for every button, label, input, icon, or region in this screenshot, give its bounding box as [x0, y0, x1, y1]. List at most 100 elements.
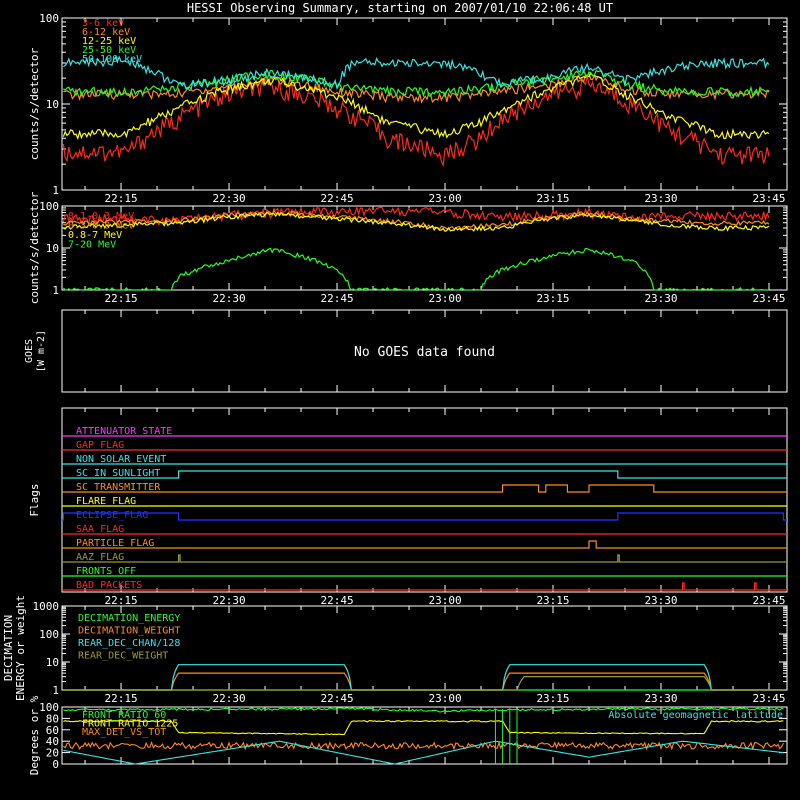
y-tick-label: 10 [46, 656, 59, 669]
x-tick-label: 23:30 [644, 594, 677, 607]
series-line [63, 211, 770, 233]
legend-entry: 50-100 keV [82, 54, 142, 65]
flag-label: SAA_FLAG [76, 524, 124, 535]
series-line [63, 706, 784, 713]
legend-entry: 3-6 keV [82, 18, 124, 29]
legend-entry: DECIMATION_ENERGY [78, 613, 180, 624]
series-line [62, 71, 770, 141]
y-tick-label: 60 [46, 724, 59, 737]
y-axis-label: Flags [28, 483, 41, 516]
geomagnetic-latitude-label: Absolute geomagnetic latitude [608, 710, 783, 721]
y-axis-label: ENERGY or weight [14, 595, 27, 701]
flag-line [62, 512, 787, 521]
x-tick-label: 22:15 [104, 292, 137, 305]
flag-line [62, 484, 787, 493]
series-line [63, 55, 770, 91]
legend-entry: REAR_DEC_WEIGHT [78, 651, 168, 662]
y-tick-label: 10 [46, 242, 59, 255]
x-tick-label: 22:45 [320, 192, 353, 205]
y-tick-label: 100 [39, 701, 59, 714]
series-line [63, 664, 784, 691]
series-line [63, 720, 784, 736]
x-tick-label: 23:15 [536, 692, 569, 705]
y-tick-label: 1 [52, 184, 59, 197]
panel-rate-high: 22:15 22:30 22:45 23:00 23:15 23:30 23:45 1 10 10… [28, 191, 788, 305]
flag-label: NON_SOLAR_EVENT [76, 454, 166, 465]
x-tick-label: 23:15 [536, 292, 569, 305]
series-line [62, 247, 769, 291]
series-line [63, 741, 784, 751]
series-line [62, 76, 770, 168]
y-tick-label: 20 [46, 747, 59, 760]
x-tick-label: 23:00 [428, 692, 461, 705]
flag-label: ATTENUATOR_STATE [76, 426, 172, 437]
y-axis-label: counts/s/detector [28, 47, 41, 160]
y-tick-label: 100 [39, 200, 59, 213]
x-tick-label: 22:15 [104, 594, 137, 607]
flag-line [62, 554, 787, 563]
x-tick-label: 23:45 [752, 692, 785, 705]
legend-entry: FRONT_RATIO_1225 [82, 719, 178, 730]
legend-entry: DECIMATION_WEIGHT [78, 626, 180, 637]
panel-frame [61, 309, 788, 393]
y-tick-label: 80 [46, 712, 59, 725]
legend-entry: 7-20 MeV [68, 240, 116, 251]
x-tick-label: 22:45 [320, 692, 353, 705]
x-tick-label: 23:00 [428, 192, 461, 205]
series-line [63, 740, 784, 765]
y-tick-label: 10 [46, 98, 59, 111]
panel-frame [61, 17, 788, 191]
flag-label: PARTICLE_FLAG [76, 538, 154, 549]
x-tick-label: 22:30 [212, 192, 245, 205]
panel-rate-low: 22:15 22:30 22:45 23:00 23:15 23:30 23:45 1 10 10… [28, 12, 788, 205]
no-data-message: No GOES data found [354, 345, 495, 360]
panel-frame [61, 706, 788, 765]
x-tick-label: 23:15 [536, 594, 569, 607]
y-axis-label: Degrees or % [28, 695, 41, 775]
legend-entry: REAR_DEC_CHAN/128 [78, 638, 180, 649]
panel-goes: GOES [W m-2] No GOES data found [24, 309, 788, 393]
flag-label: SC_TRANSMITTER [76, 482, 161, 493]
y-axis-label: GOES [24, 339, 35, 363]
y-tick-label: 40 [46, 735, 59, 748]
x-tick-label: 22:30 [212, 594, 245, 607]
x-tick-label: 22:45 [320, 594, 353, 607]
y-tick-label: 1 [52, 684, 59, 697]
legend-entry: 0.8-7 MeV [68, 230, 122, 241]
x-tick-label: 23:45 [752, 292, 785, 305]
x-tick-label: 23:45 [752, 192, 785, 205]
x-tick-label: 22:15 [104, 192, 137, 205]
legend-entry: MAX_DET_VS_TOT [82, 727, 166, 738]
y-axis-units: [W m-2] [36, 330, 47, 372]
flag-label: ECLIPSE_FLAG [76, 510, 148, 521]
series-line [63, 71, 770, 104]
flag-line [62, 470, 787, 479]
y-tick-label: 1 [52, 284, 59, 297]
panel-flags: 22:15 22:30 22:45 23:00 23:15 23:30 23:45 Flags… [28, 407, 788, 607]
x-tick-label: 22:30 [212, 292, 245, 305]
x-tick-label: 23:00 [428, 292, 461, 305]
legend-entry: FRONT_RATIO_60 [82, 710, 166, 721]
figure-title: HESSI Observing Summary, starting on 200… [187, 1, 613, 15]
flag-label: FRONTS_OFF [76, 566, 136, 577]
series-line [63, 676, 784, 691]
x-tick-label: 22:15 [104, 692, 137, 705]
legend-entry: 0.3-0.8 MeV [68, 221, 134, 232]
series-line [62, 205, 770, 227]
legend-entry: 12-25 keV [82, 36, 136, 47]
y-tick-label: 0 [52, 758, 59, 771]
y-tick-label: 1000 [33, 600, 60, 613]
x-tick-label: 23:45 [752, 594, 785, 607]
x-tick-label: 23:00 [428, 594, 461, 607]
flag-label: AAZ_FLAG [76, 552, 124, 563]
x-tick-label: 23:30 [644, 692, 677, 705]
flag-label: GAP_FLAG [76, 440, 124, 451]
x-tick-label: 22:30 [212, 692, 245, 705]
x-tick-label: 22:45 [320, 292, 353, 305]
y-tick-label: 100 [39, 628, 59, 641]
legend-entry: 25-50 keV [82, 45, 136, 56]
flag-line [62, 582, 787, 591]
